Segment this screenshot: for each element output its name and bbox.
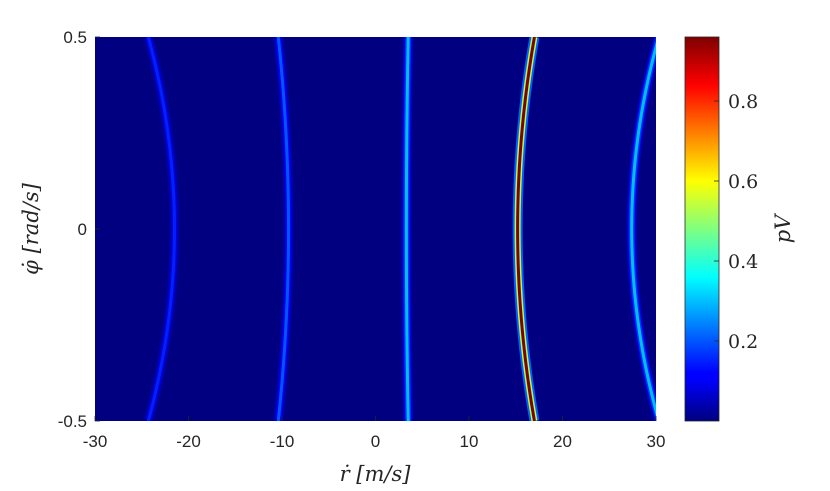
x-tick-label: 20 bbox=[553, 432, 572, 451]
y-axis: -0.5 0 0.5 bbox=[58, 28, 100, 431]
y-axis-label: φ̇ [rad/s] bbox=[19, 182, 43, 274]
x-tick-label: 0 bbox=[371, 432, 380, 451]
colorbar-tick-label: 0.6 bbox=[728, 171, 758, 193]
plot-area bbox=[95, 37, 656, 421]
x-tick-label: -30 bbox=[83, 432, 108, 451]
ridge-1 bbox=[143, 37, 180, 421]
colorbar-ticks: 0.2 0.4 0.6 0.8 bbox=[714, 91, 758, 353]
x-tick-label: -20 bbox=[176, 432, 201, 451]
ridge-4 bbox=[512, 37, 540, 421]
heatmap-background bbox=[95, 37, 656, 421]
ridge-3 bbox=[401, 37, 414, 421]
colorbar-tick-label: 0.4 bbox=[728, 251, 758, 273]
x-tick-label: 30 bbox=[647, 432, 666, 451]
colorbar-tick-label: 0.8 bbox=[728, 91, 758, 113]
x-tick-label: -10 bbox=[270, 432, 295, 451]
ridge-5 bbox=[626, 37, 656, 421]
colorbar-label: pV bbox=[771, 213, 795, 243]
colorbar-tick-label: 0.2 bbox=[728, 331, 758, 353]
y-tick-label: -0.5 bbox=[58, 412, 87, 431]
x-tick-label: 10 bbox=[460, 432, 479, 451]
x-axis: -30 -20 -10 0 10 20 30 bbox=[83, 416, 666, 451]
ridge-2 bbox=[273, 37, 294, 421]
colorbar-gradient bbox=[684, 36, 720, 422]
x-axis-label: ṙ [m/s] bbox=[340, 462, 412, 486]
ridges bbox=[143, 37, 656, 421]
y-tick-label: 0 bbox=[78, 220, 87, 239]
colorbar: 0.2 0.4 0.6 0.8 bbox=[684, 36, 758, 422]
y-tick-label: 0.5 bbox=[63, 28, 87, 47]
